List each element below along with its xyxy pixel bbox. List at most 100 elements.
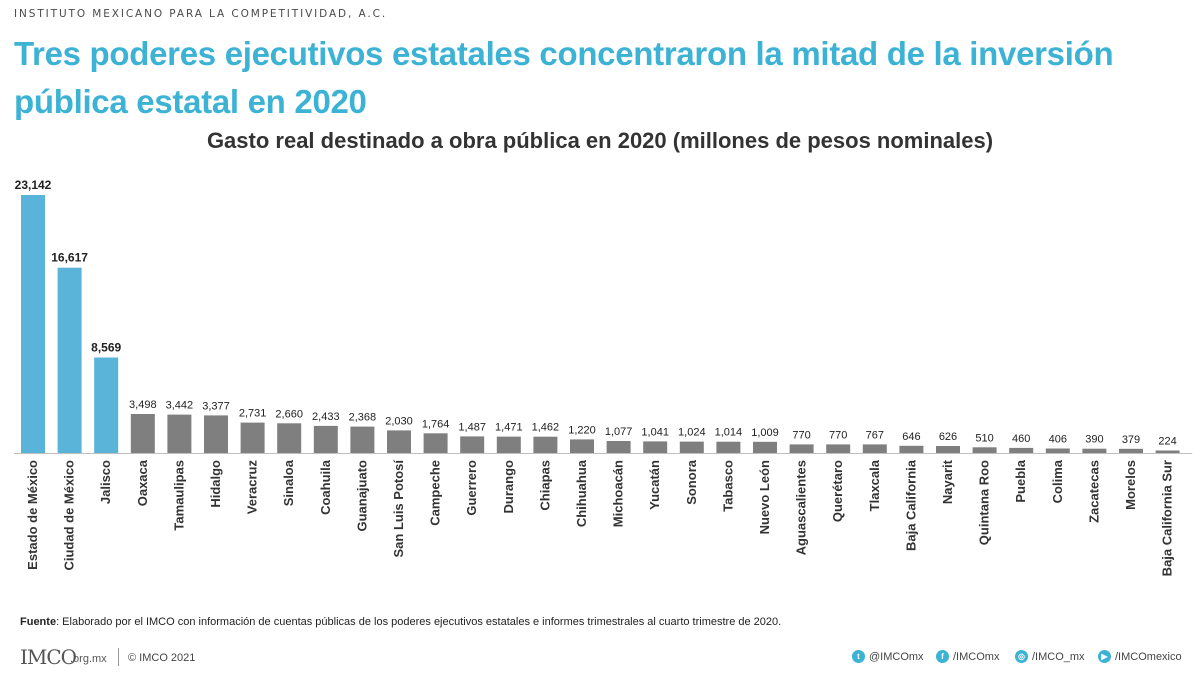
data-label: 1,077 bbox=[605, 426, 633, 438]
category-label: Estado de México bbox=[25, 460, 40, 570]
data-label: 770 bbox=[829, 429, 847, 441]
bar bbox=[130, 414, 155, 453]
data-label: 510 bbox=[975, 432, 993, 444]
data-label: 460 bbox=[1012, 433, 1030, 445]
category-label: Ciudad de México bbox=[62, 460, 77, 571]
source-text: : Elaborado por el IMCO con información … bbox=[56, 616, 782, 628]
bar bbox=[972, 447, 997, 453]
twitter-handle: @IMCOmx bbox=[869, 650, 924, 663]
category-label: Nayarit bbox=[940, 459, 955, 504]
facebook-handle: /IMCOmx bbox=[953, 650, 1000, 663]
data-label: 1,014 bbox=[715, 427, 743, 439]
bar-chart: 23,142 Estado de México 16,617 Ciudad de Mé… bbox=[14, 178, 1193, 576]
category-label: Sinaloa bbox=[281, 459, 296, 506]
footer: IMCO .org.mx © IMCO 2021 t @IMCOmx f/IMCO… bbox=[0, 640, 1200, 675]
data-label: 767 bbox=[866, 429, 884, 441]
data-label: 8,569 bbox=[91, 341, 121, 355]
data-label: 3,498 bbox=[129, 399, 157, 411]
source-label: Fuente bbox=[20, 616, 57, 628]
bar bbox=[753, 441, 777, 453]
bar bbox=[496, 436, 521, 453]
data-label: 379 bbox=[1122, 434, 1140, 446]
bar bbox=[277, 423, 302, 453]
data-label: 2,433 bbox=[312, 411, 340, 423]
data-label: 770 bbox=[792, 429, 810, 441]
footer-divider bbox=[118, 648, 119, 666]
data-label: 2,731 bbox=[239, 408, 267, 420]
instagram-handle: /IMCO_mx bbox=[1032, 650, 1085, 663]
bar bbox=[716, 441, 741, 453]
bar bbox=[643, 441, 668, 453]
bar bbox=[1082, 448, 1107, 453]
bar bbox=[606, 441, 631, 453]
category-label: Querétaro bbox=[830, 460, 845, 522]
facebook-icon: f bbox=[936, 650, 949, 663]
category-label: Tabasco bbox=[720, 460, 735, 512]
data-label: 224 bbox=[1158, 436, 1176, 448]
data-label: 406 bbox=[1049, 434, 1067, 446]
bar bbox=[387, 430, 411, 453]
category-label: Veracruz bbox=[245, 460, 260, 515]
category-label: Coahuila bbox=[318, 459, 333, 515]
bar bbox=[679, 441, 704, 453]
category-label: Baja California Sur bbox=[1160, 460, 1175, 576]
bar bbox=[936, 446, 960, 453]
logo-domain: .org.mx bbox=[70, 653, 107, 665]
twitter-icon: t bbox=[852, 650, 865, 663]
category-label: San Luis Potosí bbox=[391, 460, 406, 558]
category-label: Durango bbox=[501, 460, 516, 514]
data-label: 1,462 bbox=[532, 422, 560, 434]
page-title: Tres poderes ejecutivos estatales concen… bbox=[14, 35, 1114, 120]
organization-name: INSTITUTO MEXICANO PARA LA COMPETITIVIDA… bbox=[14, 8, 388, 20]
data-label: 1,024 bbox=[678, 427, 706, 439]
category-label: Sonora bbox=[684, 459, 699, 505]
category-label: Guanajuato bbox=[354, 460, 369, 532]
youtube-link[interactable]: ▶ /IMCOmexico bbox=[1098, 650, 1182, 663]
bar bbox=[21, 195, 45, 453]
instagram-link[interactable]: ◎ /IMCO_mx bbox=[1015, 650, 1085, 663]
category-label: Jalisco bbox=[98, 460, 113, 504]
source-note: Fuente: Elaborado por el IMCO con inform… bbox=[20, 616, 781, 628]
category-label: Zacatecas bbox=[1086, 460, 1101, 523]
category-label: Chihuahua bbox=[574, 459, 589, 527]
youtube-icon: ▶ bbox=[1098, 650, 1111, 663]
bar bbox=[423, 433, 448, 453]
data-label: 2,030 bbox=[385, 415, 413, 427]
data-label: 1,220 bbox=[568, 424, 596, 436]
data-label: 1,041 bbox=[641, 426, 669, 438]
data-label: 626 bbox=[939, 431, 957, 443]
category-label: Oaxaca bbox=[135, 459, 150, 506]
data-label: 16,617 bbox=[51, 251, 88, 265]
facebook-link[interactable]: f/IMCOmx bbox=[936, 650, 999, 663]
bar bbox=[1119, 448, 1143, 453]
category-label: Puebla bbox=[1013, 459, 1028, 502]
bar bbox=[313, 425, 338, 453]
bar bbox=[826, 444, 851, 453]
data-label: 646 bbox=[902, 431, 920, 443]
category-label: Tlaxcala bbox=[867, 459, 882, 511]
bar bbox=[533, 436, 558, 453]
bar bbox=[1009, 447, 1034, 453]
category-label: Colima bbox=[1050, 459, 1065, 503]
data-label: 3,442 bbox=[166, 400, 194, 412]
data-label: 1,487 bbox=[458, 421, 486, 433]
twitter-link[interactable]: t @IMCOmx bbox=[852, 650, 924, 663]
bar bbox=[1045, 448, 1070, 453]
data-label: 2,368 bbox=[349, 412, 377, 424]
category-label: Baja California bbox=[903, 459, 918, 551]
chart-title: Gasto real destinado a obra pública en 2… bbox=[206, 128, 994, 153]
imco-logo[interactable]: IMCO bbox=[20, 645, 77, 669]
bar bbox=[862, 444, 887, 453]
youtube-handle: /IMCOmexico bbox=[1115, 650, 1182, 663]
bar bbox=[899, 445, 924, 453]
data-label: 1,009 bbox=[751, 427, 779, 439]
bar bbox=[94, 357, 119, 453]
data-label: 2,660 bbox=[275, 408, 303, 420]
category-label: Michoacán bbox=[611, 460, 626, 527]
category-label: Quintana Roo bbox=[977, 460, 992, 545]
bar bbox=[167, 414, 192, 453]
bar bbox=[350, 426, 375, 453]
category-label: Guerrero bbox=[464, 460, 479, 516]
category-label: Morelos bbox=[1123, 460, 1138, 510]
instagram-icon: ◎ bbox=[1015, 650, 1028, 663]
